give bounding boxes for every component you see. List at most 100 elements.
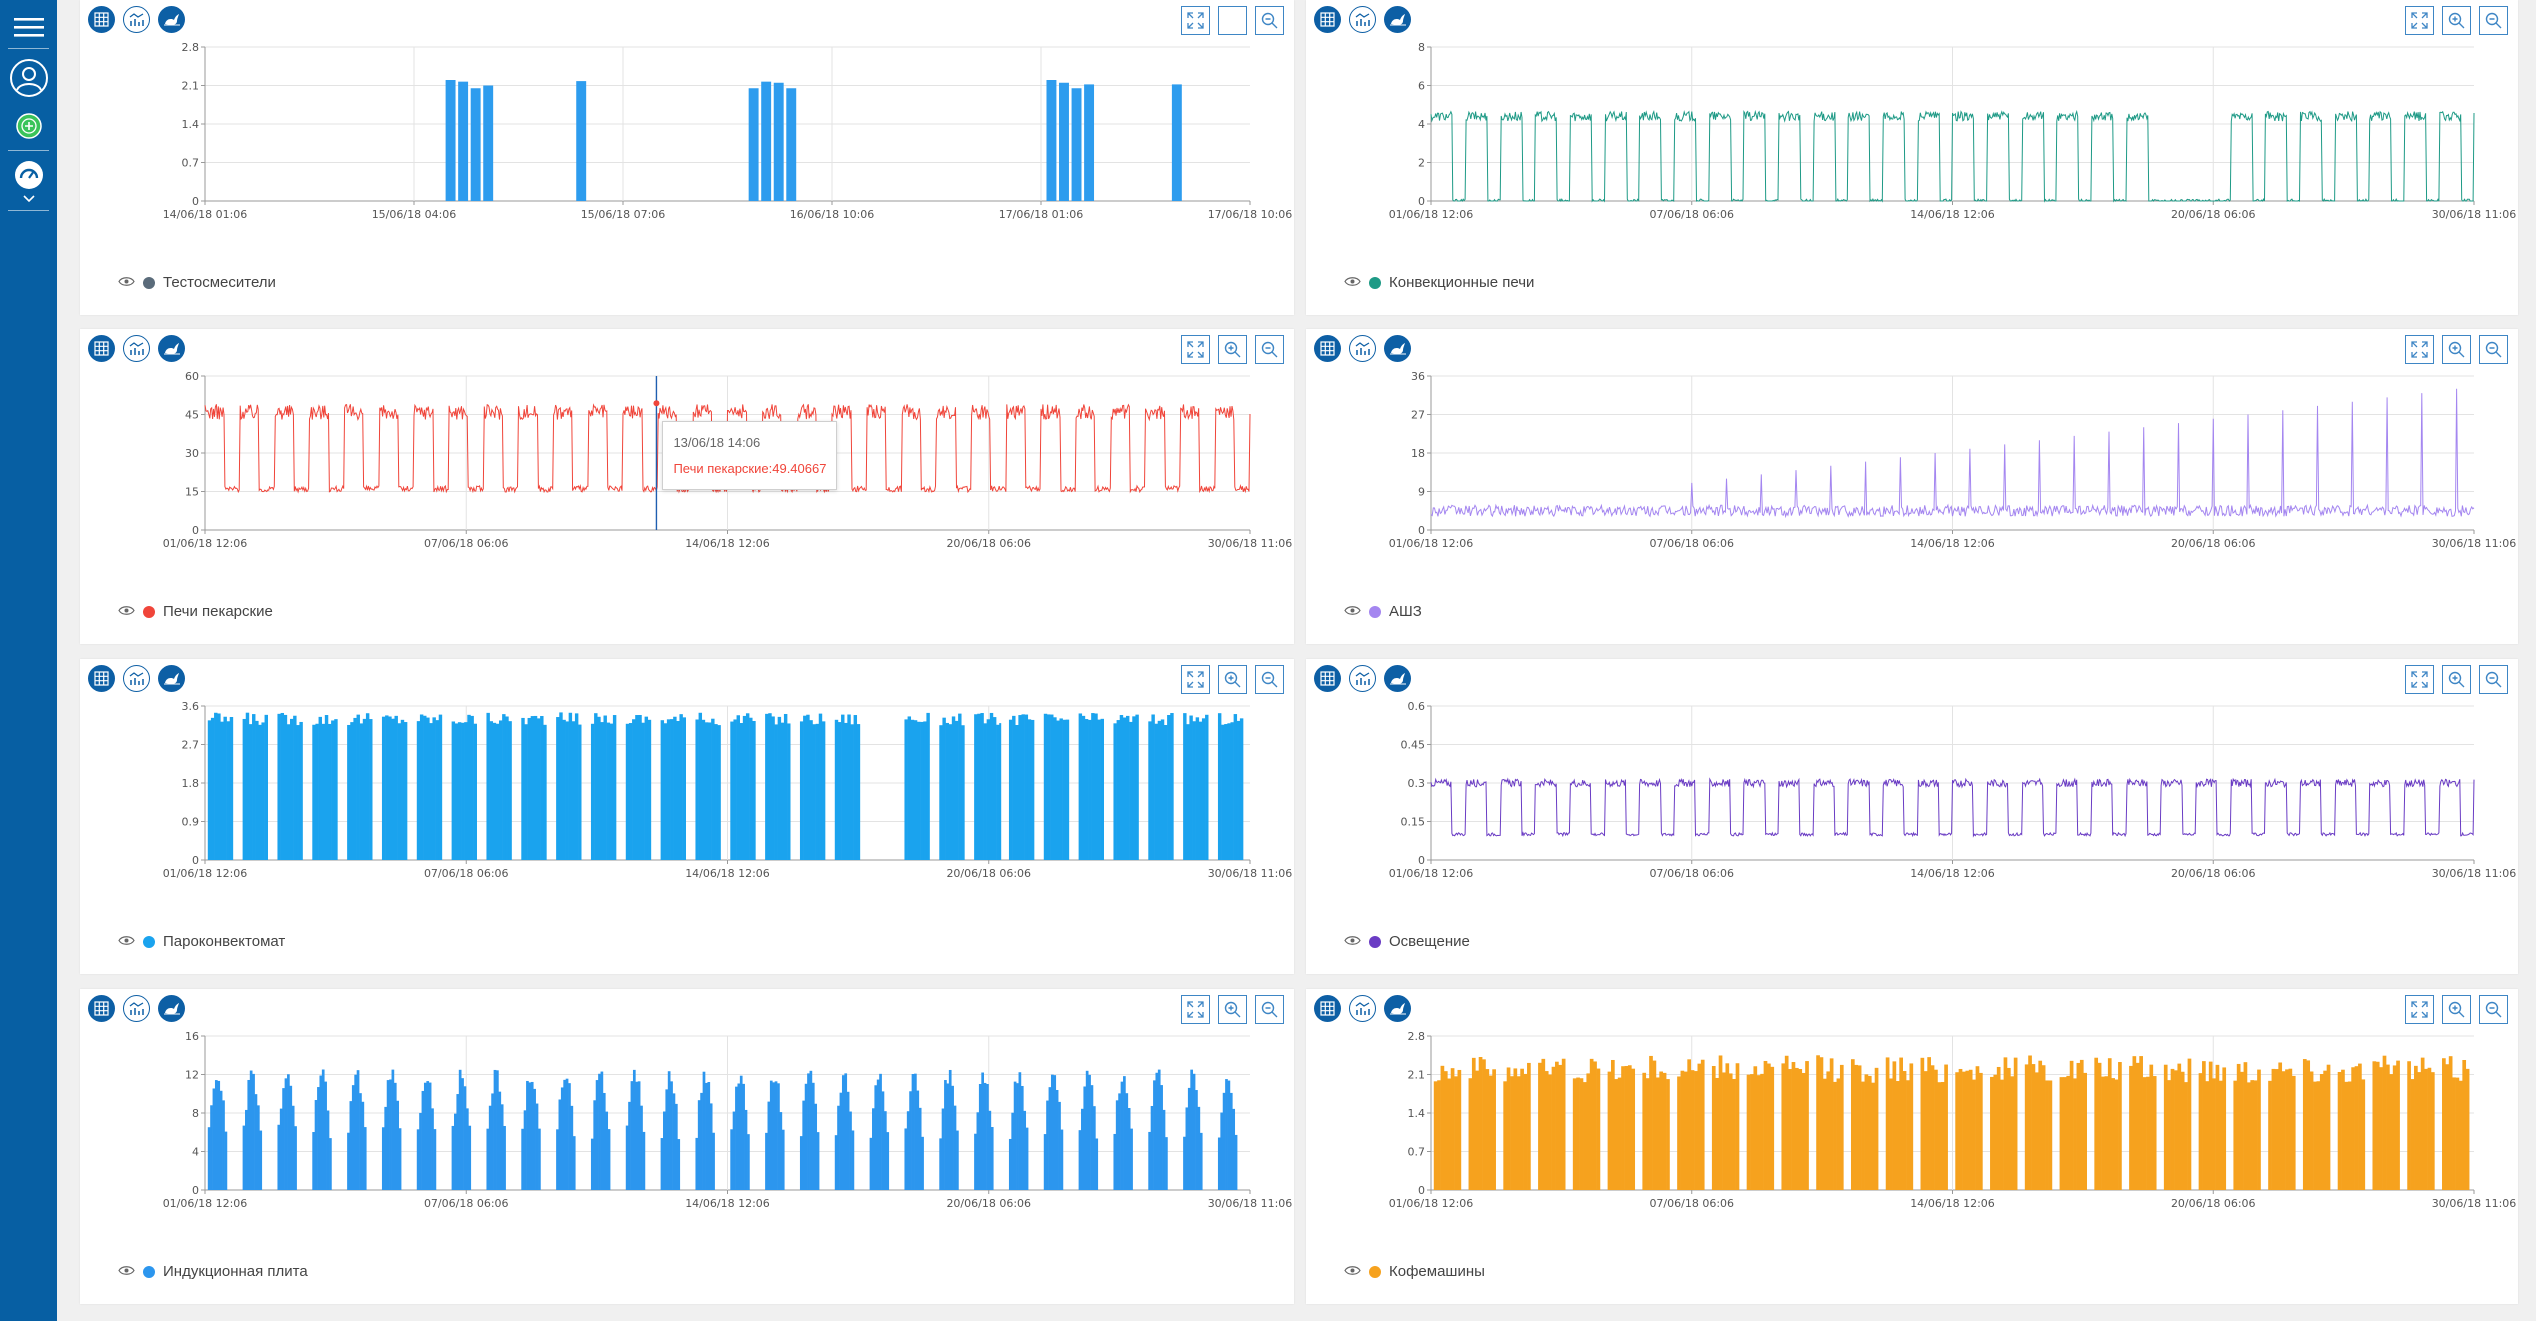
chart-plot[interactable]: 0 0.7 1.4 2.1 2.8 01/06/18 12:06 07/06/18 06:0… bbox=[1306, 989, 2518, 1304]
chart-type-icon[interactable] bbox=[1349, 995, 1376, 1022]
chart-type-icon[interactable] bbox=[1349, 665, 1376, 692]
add-circle-icon[interactable] bbox=[0, 112, 57, 140]
legend-color-dot bbox=[1369, 276, 1381, 289]
rabbit-icon[interactable] bbox=[158, 665, 185, 692]
fullscreen-icon[interactable] bbox=[2405, 6, 2434, 35]
bar bbox=[1561, 1058, 1566, 1190]
rabbit-icon[interactable] bbox=[1384, 6, 1411, 33]
bar bbox=[2271, 1068, 2276, 1190]
rabbit-icon[interactable] bbox=[158, 335, 185, 362]
grid-icon[interactable] bbox=[1314, 335, 1341, 362]
bar bbox=[226, 721, 231, 860]
chart-plot[interactable]: 0 9 18 27 36 01/06/18 12:06 07/06/18 06:06 14/0… bbox=[1306, 329, 2518, 644]
chart-legend[interactable]: Индукционная плита bbox=[118, 1263, 308, 1280]
bar bbox=[1224, 724, 1228, 860]
chart-plot[interactable]: 0 2 4 6 8 01/06/18 12:06 07/06/18 06:06 14/06/1… bbox=[1306, 0, 2518, 315]
eye-icon[interactable] bbox=[1344, 603, 1361, 620]
x-tick-label: 15/06/18 07:06 bbox=[581, 208, 666, 221]
chart-plot[interactable]: 0 0.7 1.4 2.1 2.8 14/06/18 01:06 15/06/18 04:0… bbox=[80, 0, 1294, 315]
chart-legend[interactable]: Освещение bbox=[1344, 933, 1470, 950]
chart-type-icon[interactable] bbox=[123, 665, 150, 692]
eye-icon[interactable] bbox=[118, 274, 135, 291]
chart-toolbar-left bbox=[1314, 665, 1411, 692]
bar bbox=[941, 1108, 945, 1190]
zoom-out-icon[interactable] bbox=[2479, 335, 2508, 364]
gauge-icon[interactable] bbox=[0, 158, 57, 192]
bar bbox=[2410, 1079, 2415, 1190]
zoom-out-icon[interactable] bbox=[1255, 335, 1284, 364]
chart-legend[interactable]: Пароконвектомат bbox=[118, 933, 285, 950]
bar bbox=[1013, 1081, 1017, 1190]
grid-icon[interactable] bbox=[1314, 6, 1341, 33]
fullscreen-icon[interactable] bbox=[2405, 665, 2434, 694]
fullscreen-icon[interactable] bbox=[1181, 335, 1210, 364]
grid-icon[interactable] bbox=[1314, 665, 1341, 692]
bar bbox=[2174, 1070, 2178, 1190]
bar bbox=[630, 1081, 634, 1190]
chart-legend[interactable]: Тестосмесители bbox=[118, 274, 276, 291]
zoom-out-icon[interactable] bbox=[2479, 665, 2508, 694]
chart-type-icon[interactable] bbox=[123, 995, 150, 1022]
grid-icon[interactable] bbox=[88, 6, 115, 33]
zoom-out-icon[interactable] bbox=[2479, 995, 2508, 1024]
zoom-out-icon[interactable] bbox=[2479, 6, 2508, 35]
chart-plot[interactable]: 0 4 8 12 16 01/06/18 12:06 07/06/18 06:06 14/06… bbox=[80, 989, 1294, 1304]
grid-icon[interactable] bbox=[88, 335, 115, 362]
user-avatar-icon[interactable] bbox=[0, 56, 57, 100]
eye-icon[interactable] bbox=[1344, 933, 1361, 950]
zoom-in-icon[interactable] bbox=[2442, 665, 2471, 694]
chevron-down-icon[interactable] bbox=[0, 192, 57, 206]
grid-icon[interactable] bbox=[88, 995, 115, 1022]
rabbit-icon[interactable] bbox=[1384, 335, 1411, 362]
bar bbox=[663, 1111, 666, 1190]
zoom-in-icon[interactable] bbox=[1218, 6, 1247, 35]
zoom-in-icon[interactable] bbox=[1218, 995, 1247, 1024]
fullscreen-icon[interactable] bbox=[1181, 995, 1210, 1024]
bar bbox=[1538, 1062, 1542, 1190]
chart-plot[interactable]: 0 0.15 0.3 0.45 0.6 01/06/18 12:06 07/06/18 06… bbox=[1306, 659, 2518, 974]
chart-plot[interactable]: 0 15 30 45 60 01/06/18 12:06 07/06/18 06:06 14/… bbox=[80, 329, 1294, 644]
hamburger-menu-icon[interactable] bbox=[0, 12, 57, 42]
fullscreen-icon[interactable] bbox=[1181, 6, 1210, 35]
bar bbox=[771, 716, 775, 860]
eye-icon[interactable] bbox=[118, 933, 135, 950]
eye-icon[interactable] bbox=[118, 603, 135, 620]
zoom-in-icon[interactable] bbox=[1218, 665, 1247, 694]
bar bbox=[670, 719, 674, 860]
bar bbox=[470, 715, 474, 860]
chart-legend[interactable]: Кофемашины bbox=[1344, 1263, 1485, 1280]
chart-legend[interactable]: Печи пекарские bbox=[118, 603, 273, 620]
bar bbox=[2253, 1080, 2258, 1190]
rabbit-icon[interactable] bbox=[1384, 665, 1411, 692]
bar bbox=[1958, 1068, 1963, 1190]
rabbit-icon[interactable] bbox=[1384, 995, 1411, 1022]
bar bbox=[1198, 721, 1203, 860]
chart-type-icon[interactable] bbox=[1349, 335, 1376, 362]
chart-type-icon[interactable] bbox=[123, 335, 150, 362]
chart-plot[interactable]: 0 0.9 1.8 2.7 3.6 01/06/18 12:06 07/06/18 06:0… bbox=[80, 659, 1294, 974]
chart-type-icon[interactable] bbox=[1349, 6, 1376, 33]
fullscreen-icon[interactable] bbox=[1181, 665, 1210, 694]
grid-icon[interactable] bbox=[88, 665, 115, 692]
zoom-out-icon[interactable] bbox=[1255, 665, 1284, 694]
bar bbox=[1805, 1061, 1809, 1190]
eye-icon[interactable] bbox=[1344, 1263, 1361, 1280]
bar bbox=[1130, 1128, 1133, 1190]
chart-legend[interactable]: АШЗ bbox=[1344, 603, 1422, 620]
zoom-in-icon[interactable] bbox=[2442, 6, 2471, 35]
zoom-in-icon[interactable] bbox=[2442, 335, 2471, 364]
fullscreen-icon[interactable] bbox=[2405, 995, 2434, 1024]
rabbit-icon[interactable] bbox=[158, 995, 185, 1022]
grid-icon[interactable] bbox=[1314, 995, 1341, 1022]
rabbit-icon[interactable] bbox=[158, 6, 185, 33]
zoom-out-icon[interactable] bbox=[1255, 6, 1284, 35]
zoom-in-icon[interactable] bbox=[1218, 335, 1247, 364]
chart-type-icon[interactable] bbox=[123, 6, 150, 33]
eye-icon[interactable] bbox=[118, 1263, 135, 1280]
bar bbox=[1217, 713, 1222, 860]
eye-icon[interactable] bbox=[1344, 274, 1361, 291]
chart-legend[interactable]: Конвекционные печи bbox=[1344, 274, 1534, 291]
zoom-out-icon[interactable] bbox=[1255, 995, 1284, 1024]
fullscreen-icon[interactable] bbox=[2405, 335, 2434, 364]
zoom-in-icon[interactable] bbox=[2442, 995, 2471, 1024]
